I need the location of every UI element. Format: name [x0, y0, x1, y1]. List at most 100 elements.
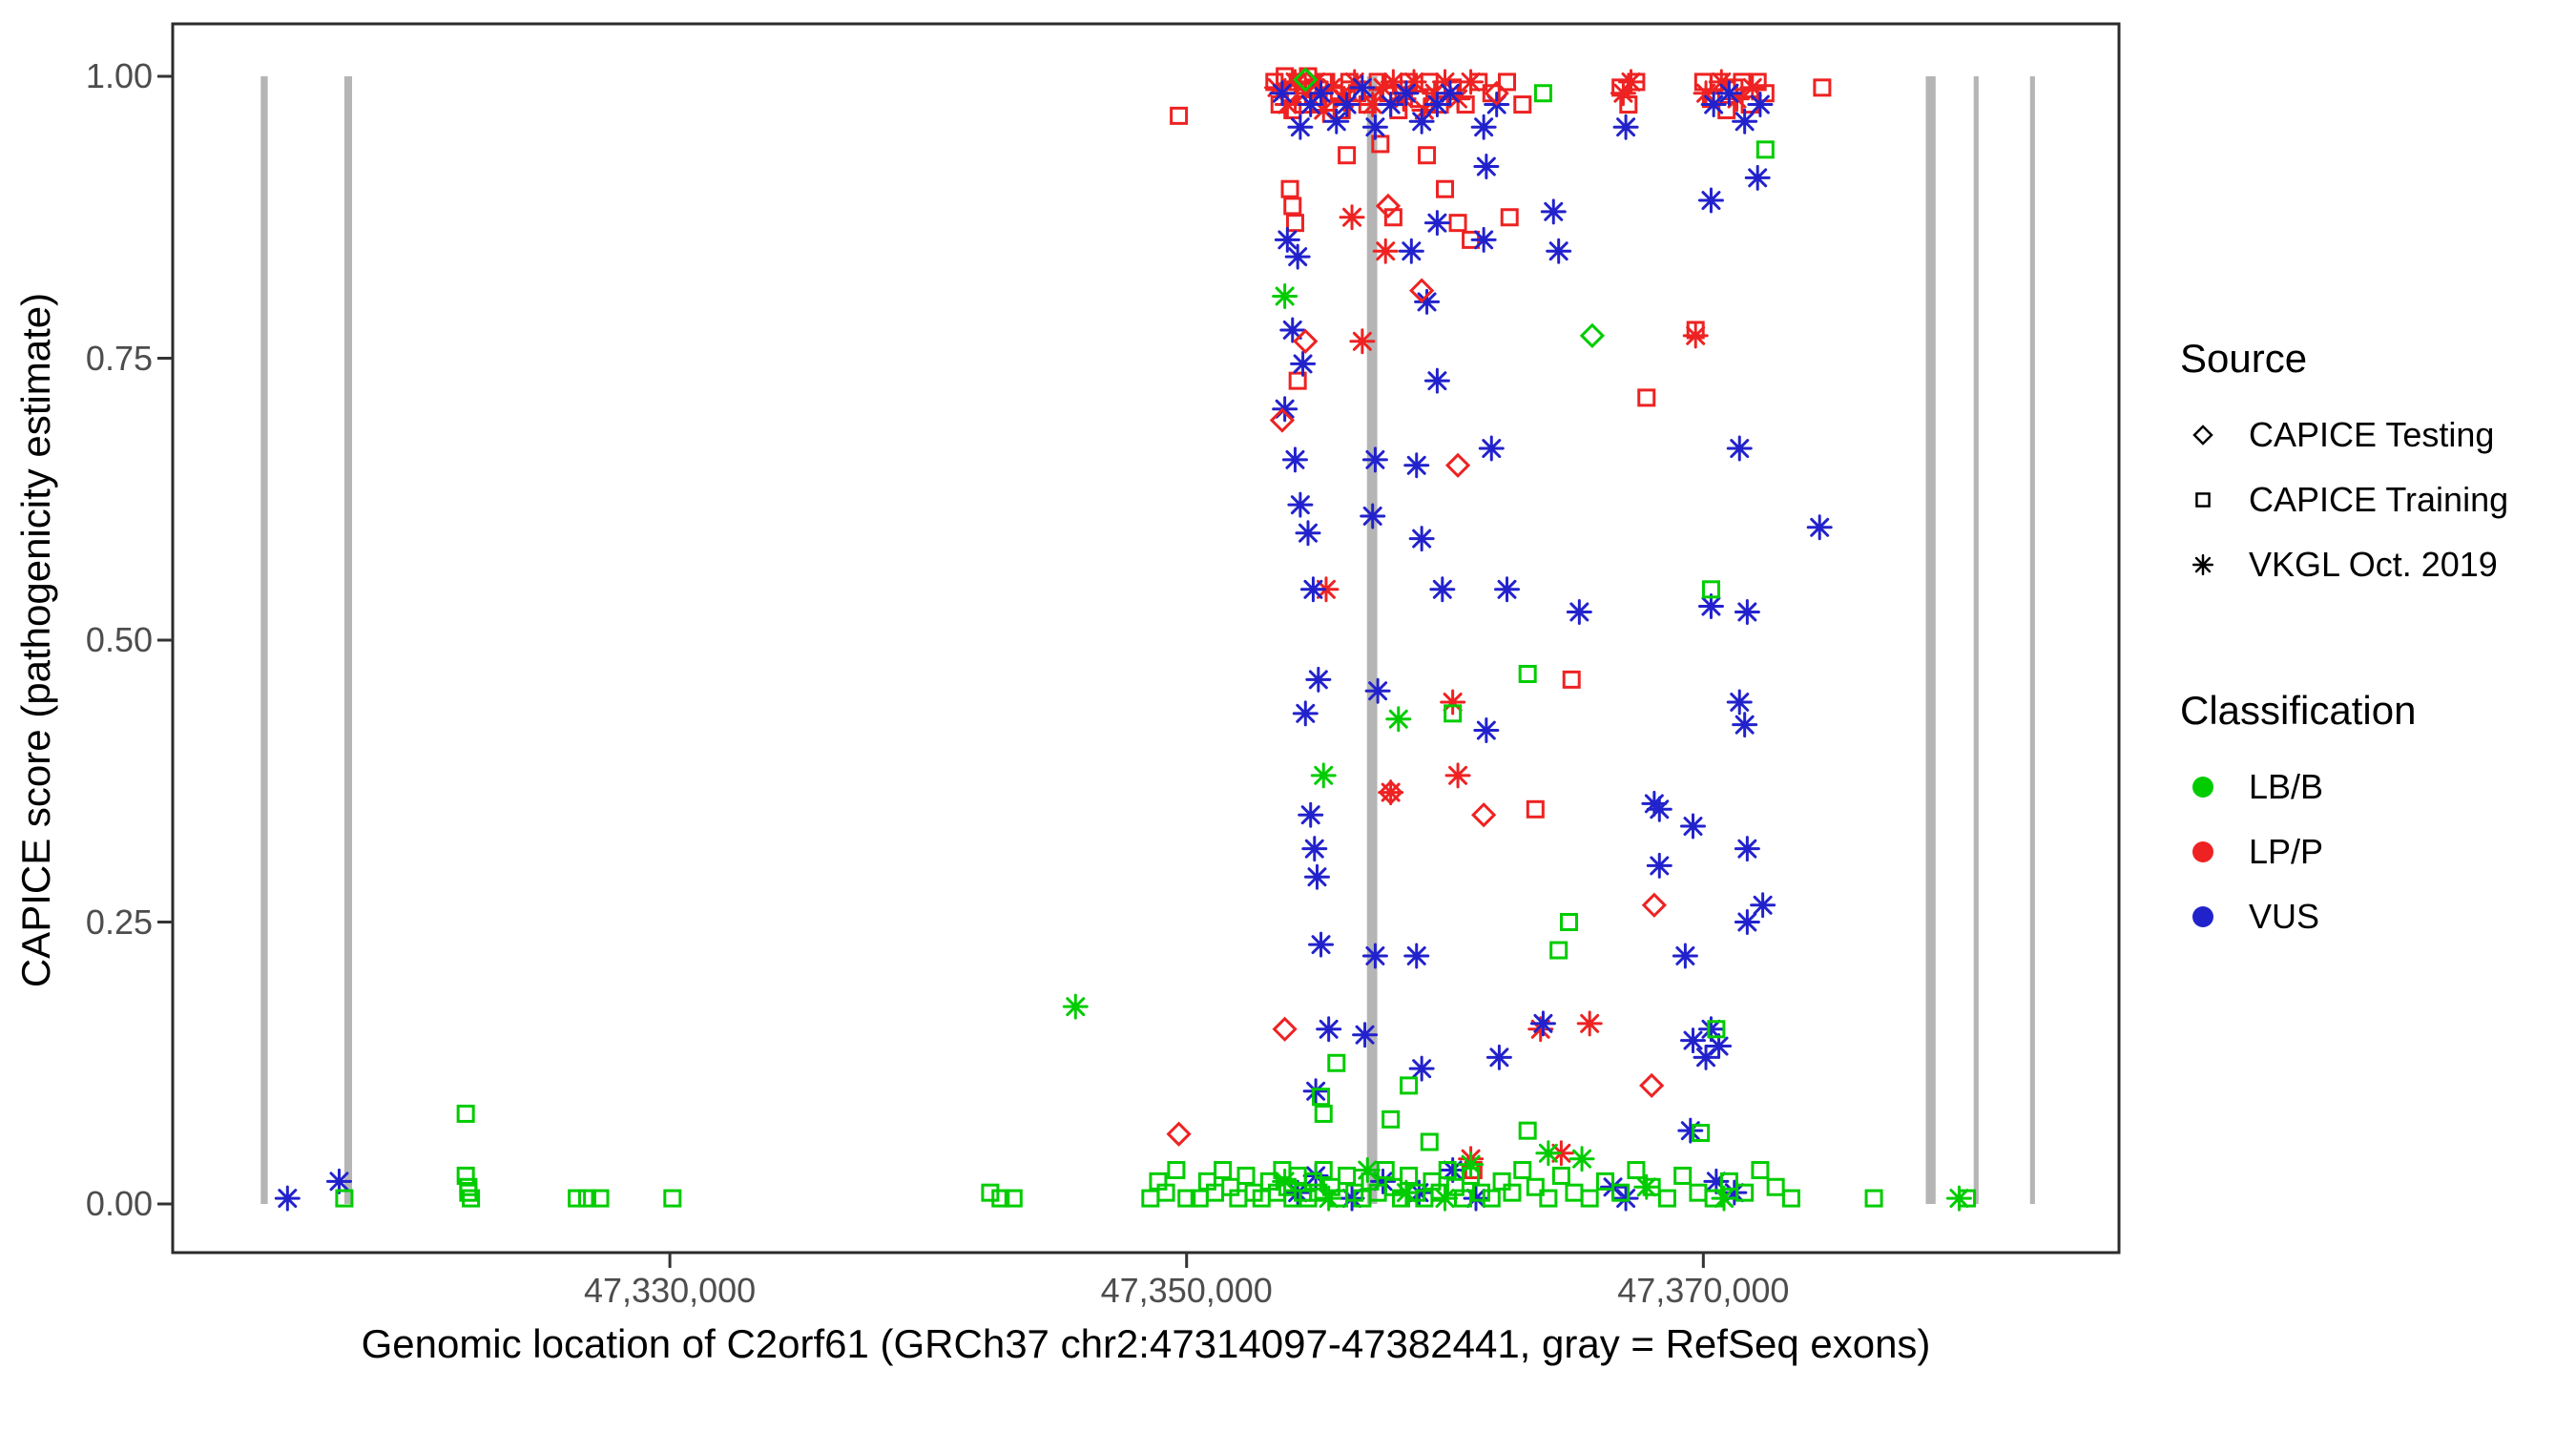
- point-asterisk: [1378, 779, 1404, 806]
- point-asterisk: [1279, 317, 1306, 343]
- point-asterisk: [1724, 86, 1751, 113]
- point-square: [1418, 146, 1437, 165]
- point-square: [1595, 1172, 1614, 1191]
- point-asterisk: [1473, 717, 1500, 744]
- point-square: [1492, 1172, 1511, 1191]
- point-asterisk: [1535, 1140, 1562, 1167]
- square-key-icon: [2195, 492, 2211, 508]
- legend-item-label: CAPICE Training: [2249, 480, 2509, 519]
- point-asterisk: [1612, 1185, 1639, 1212]
- exon-bar: [1366, 76, 1378, 1204]
- point-square: [335, 1189, 354, 1208]
- point-asterisk: [1646, 796, 1672, 822]
- point-asterisk: [1287, 114, 1314, 140]
- point-diamond: [1471, 802, 1497, 828]
- point-asterisk: [1318, 74, 1344, 101]
- point-asterisk: [1618, 69, 1644, 95]
- point-square: [1156, 1183, 1175, 1202]
- point-asterisk: [1423, 367, 1450, 394]
- point-square: [1309, 1183, 1328, 1202]
- point-diamond: [2192, 425, 2213, 446]
- x-axis-title: Genomic location of C2orf61 (GRCh37 chr2…: [361, 1321, 1931, 1366]
- point-asterisk: [1385, 706, 1412, 733]
- point-asterisk: [1546, 238, 1572, 264]
- point-asterisk: [1352, 1022, 1379, 1048]
- point-asterisk: [1458, 1151, 1485, 1178]
- point-square: [1864, 1189, 1883, 1208]
- point-asterisk: [1372, 238, 1399, 264]
- point-asterisk: [1401, 69, 1427, 95]
- exon-bar: [2029, 76, 2035, 1204]
- point-square: [1500, 208, 1519, 227]
- point-diamond: [1272, 1016, 1298, 1042]
- point-asterisk: [1612, 114, 1639, 140]
- point-diamond: [1444, 452, 1471, 478]
- point-square: [1513, 1161, 1532, 1180]
- point-square: [591, 1189, 610, 1208]
- point-asterisk: [1405, 1179, 1432, 1206]
- point-asterisk: [1380, 69, 1406, 95]
- point-square: [1448, 214, 1467, 233]
- point-asterisk: [1721, 1179, 1748, 1206]
- point-asterisk: [1734, 598, 1760, 625]
- point-asterisk: [1272, 282, 1298, 309]
- point-square: [1400, 1166, 1419, 1185]
- point-asterisk: [1680, 1027, 1706, 1054]
- point-square: [456, 1104, 475, 1123]
- point-asterisk: [1750, 892, 1776, 919]
- point-asterisk: [1726, 689, 1753, 716]
- point-asterisk: [1339, 1185, 1365, 1212]
- point-square: [1327, 1053, 1346, 1072]
- point-asterisk: [1470, 114, 1497, 140]
- point-asterisk: [1284, 243, 1311, 270]
- point-diamond: [1641, 892, 1668, 918]
- point-asterisk: [1331, 86, 1358, 113]
- point-asterisk: [1272, 1168, 1298, 1194]
- point-square: [1518, 664, 1537, 683]
- point-asterisk: [1734, 909, 1760, 935]
- point-asterisk: [1708, 69, 1735, 95]
- point-asterisk: [1566, 598, 1592, 625]
- point-asterisk: [1292, 80, 1319, 107]
- point-square: [577, 1189, 596, 1208]
- point-asterisk: [1393, 1179, 1420, 1206]
- point-asterisk: [1308, 931, 1335, 958]
- point-diamond: [1639, 1072, 1665, 1099]
- point-square: [1420, 1132, 1439, 1151]
- point-asterisk: [1697, 187, 1724, 214]
- x-tick-label: 47,330,000: [584, 1271, 757, 1310]
- point-square: [1751, 1161, 1770, 1180]
- point-asterisk: [1444, 762, 1471, 789]
- point-asterisk: [1680, 813, 1706, 840]
- exon-bar: [1925, 76, 1936, 1204]
- point-square: [1533, 84, 1552, 103]
- point-asterisk: [1693, 1044, 1719, 1070]
- point-square: [1627, 1161, 1646, 1180]
- point-asterisk: [1422, 80, 1448, 107]
- point-square: [1236, 1166, 1256, 1185]
- point-square: [2195, 492, 2211, 508]
- point-asterisk: [1744, 164, 1771, 191]
- point-square: [1177, 1189, 1196, 1208]
- legend-item-lb-b: LB/B: [2180, 755, 2562, 819]
- point-asterisk: [1697, 593, 1724, 620]
- point-asterisk: [1633, 1173, 1660, 1200]
- point-square: [1689, 1183, 1708, 1202]
- point-asterisk: [1726, 435, 1753, 462]
- point-square: [1692, 1124, 1711, 1143]
- point-square: [981, 1183, 1000, 1202]
- point-asterisk: [1269, 80, 1296, 107]
- point-asterisk: [1281, 69, 1308, 95]
- diamond-key-icon: [2192, 425, 2213, 446]
- point-asterisk: [1423, 210, 1450, 237]
- point-asterisk: [1290, 350, 1317, 377]
- y-tick-label: 0.75: [85, 338, 153, 378]
- color-dot-icon: [2192, 906, 2213, 927]
- point-asterisk: [1339, 204, 1365, 231]
- point-diamond: [1409, 278, 1435, 303]
- point-square: [1141, 1189, 1160, 1208]
- point-asterisk: [1062, 993, 1089, 1020]
- point-asterisk: [1646, 852, 1672, 879]
- point-asterisk: [1354, 1157, 1381, 1184]
